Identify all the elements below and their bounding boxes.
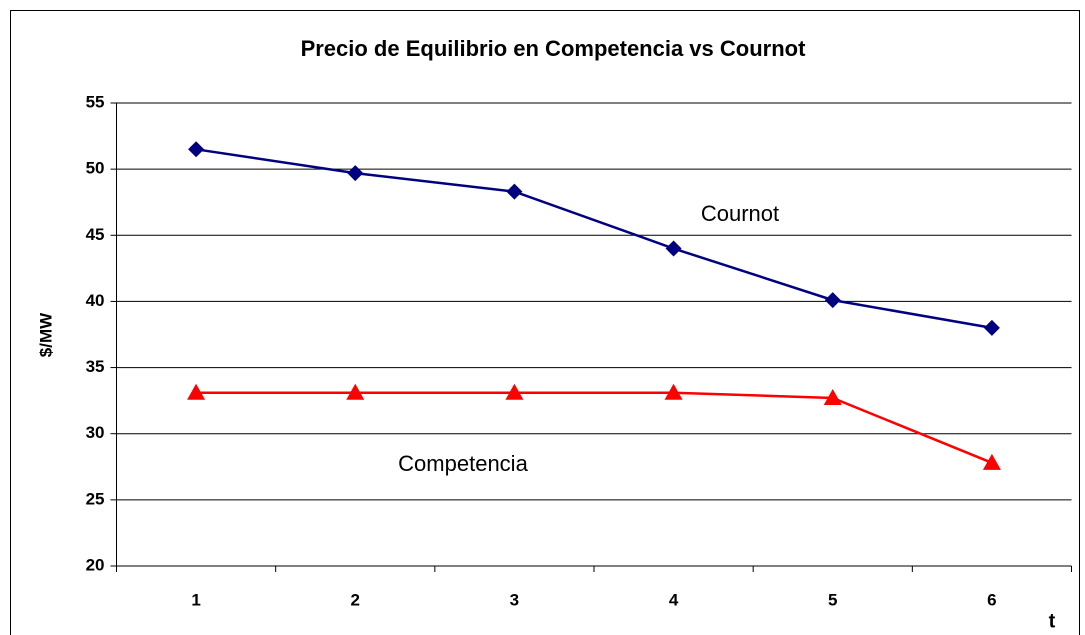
y-axis-label: $/MW — [36, 312, 55, 357]
marker — [506, 183, 523, 200]
y-tick-label: 20 — [86, 555, 105, 574]
marker — [983, 319, 1000, 336]
x-tick-label: 2 — [351, 590, 360, 609]
annotation: Competencia — [398, 451, 528, 476]
chart-title: Precio de Equilibrio en Competencia vs C… — [301, 36, 807, 61]
marker — [824, 292, 841, 309]
y-tick-label: 45 — [86, 225, 105, 244]
y-tick-label: 25 — [86, 489, 105, 508]
x-axis-label: t — [1049, 610, 1056, 632]
y-tick-label: 30 — [86, 423, 105, 442]
marker — [823, 388, 842, 405]
marker — [187, 383, 206, 400]
chart-border — [10, 10, 1080, 635]
y-tick-label: 35 — [86, 357, 105, 376]
x-tick-label: 5 — [828, 590, 837, 609]
marker — [664, 383, 683, 400]
marker — [188, 141, 205, 158]
x-tick-label: 4 — [669, 590, 679, 609]
x-tick-label: 1 — [191, 590, 200, 609]
y-tick-label: 55 — [86, 92, 105, 111]
y-tick-label: 40 — [86, 291, 105, 310]
x-tick-label: 6 — [987, 590, 996, 609]
marker — [982, 453, 1001, 470]
marker — [505, 383, 524, 400]
series-line — [196, 391, 993, 464]
annotation: Cournot — [701, 201, 779, 226]
marker — [346, 383, 365, 400]
x-tick-label: 3 — [510, 590, 519, 609]
y-tick-label: 50 — [86, 159, 105, 178]
marker — [665, 240, 682, 257]
series-line — [195, 148, 993, 330]
marker — [347, 165, 364, 182]
